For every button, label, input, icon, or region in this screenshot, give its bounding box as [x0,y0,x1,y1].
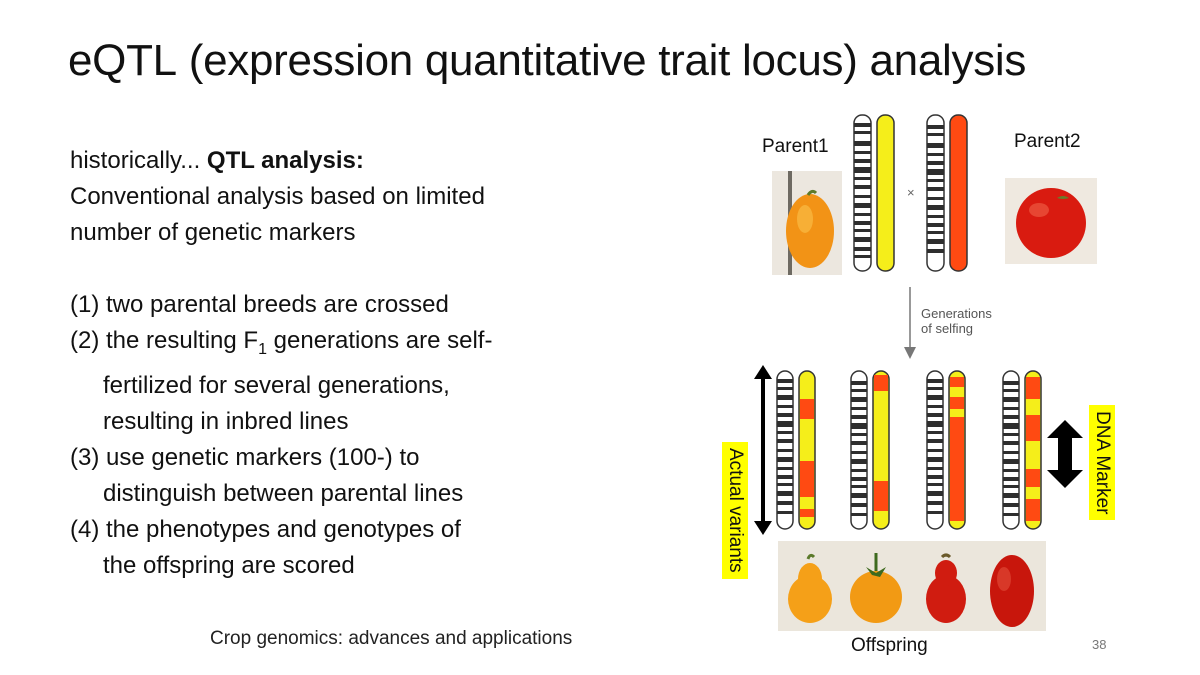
cross-symbol: × [907,185,915,200]
intro-normal: historically... [70,147,207,174]
offspring-tomatoes-photo [778,541,1046,631]
body-text: historically... QTL analysis: Convention… [70,143,630,584]
slide-number: 38 [1092,637,1107,652]
parent1-tomato-photo [772,171,842,275]
citation: Crop genomics: advances and applications [210,628,573,649]
intro-bold: QTL analysis: [206,147,364,174]
parent2-label: Parent2 [1014,131,1081,152]
step-1: (1) two parental breeds are crossed [70,291,449,318]
offspring-chromosome-pair-1 [776,370,816,530]
generations-label: Generations of selfing [921,306,992,336]
parent2-chromosome-pair [926,114,968,272]
generations-arrow [904,287,916,359]
step-2-line-2: fertilized for several generations, [103,371,450,399]
title-prefix: eQTL [68,36,177,85]
offspring-label: Offspring [851,635,928,656]
step-4: (4) the phenotypes and genotypes of [70,515,461,543]
intro-line-2: Conventional analysis based on limited [70,183,485,210]
generations-line-1: Generations [921,306,992,321]
parent2-tomato-photo [1005,178,1097,264]
step-2: (2) the resulting F1 generations are sel… [70,323,630,368]
generations-line-2: of selfing [921,321,974,336]
slide-title: eQTL (expression quantitative trait locu… [68,36,1026,86]
paragraph-spacer [70,251,630,287]
offspring-chromosome-pair-2 [850,370,890,530]
step-4-line-2: the offspring are scored [103,551,355,579]
offspring-chromosome-pair-4 [1002,370,1042,530]
parent1-label: Parent1 [762,136,829,157]
step-2-line-3: resulting in inbred lines [103,407,349,435]
intro-line: historically... QTL analysis: [70,143,630,179]
actual-variants-label: Actual variants [722,442,748,579]
offspring-chromosome-pair-3 [926,370,966,530]
step-2-a: (2) the resulting F [70,327,259,354]
parent1-chromosome-pair [853,114,895,272]
dna-marker-arrow [1047,420,1083,488]
step-2-b: generations are self- [266,327,493,354]
title-paren: (expression quantitative trait locus) [188,36,858,85]
dna-marker-label: DNA Marker [1089,405,1115,521]
intro-line-3: number of genetic markers [70,219,356,246]
step-3-line-2: distinguish between parental lines [103,479,464,507]
title-suffix: analysis [869,36,1027,85]
step-3: (3) use genetic markers (100-) to [70,443,420,471]
qtl-figure: Parent1 Parent2 × [700,105,1180,665]
step-2-subscript: 1 [258,340,267,358]
actual-variants-arrow [754,365,772,535]
